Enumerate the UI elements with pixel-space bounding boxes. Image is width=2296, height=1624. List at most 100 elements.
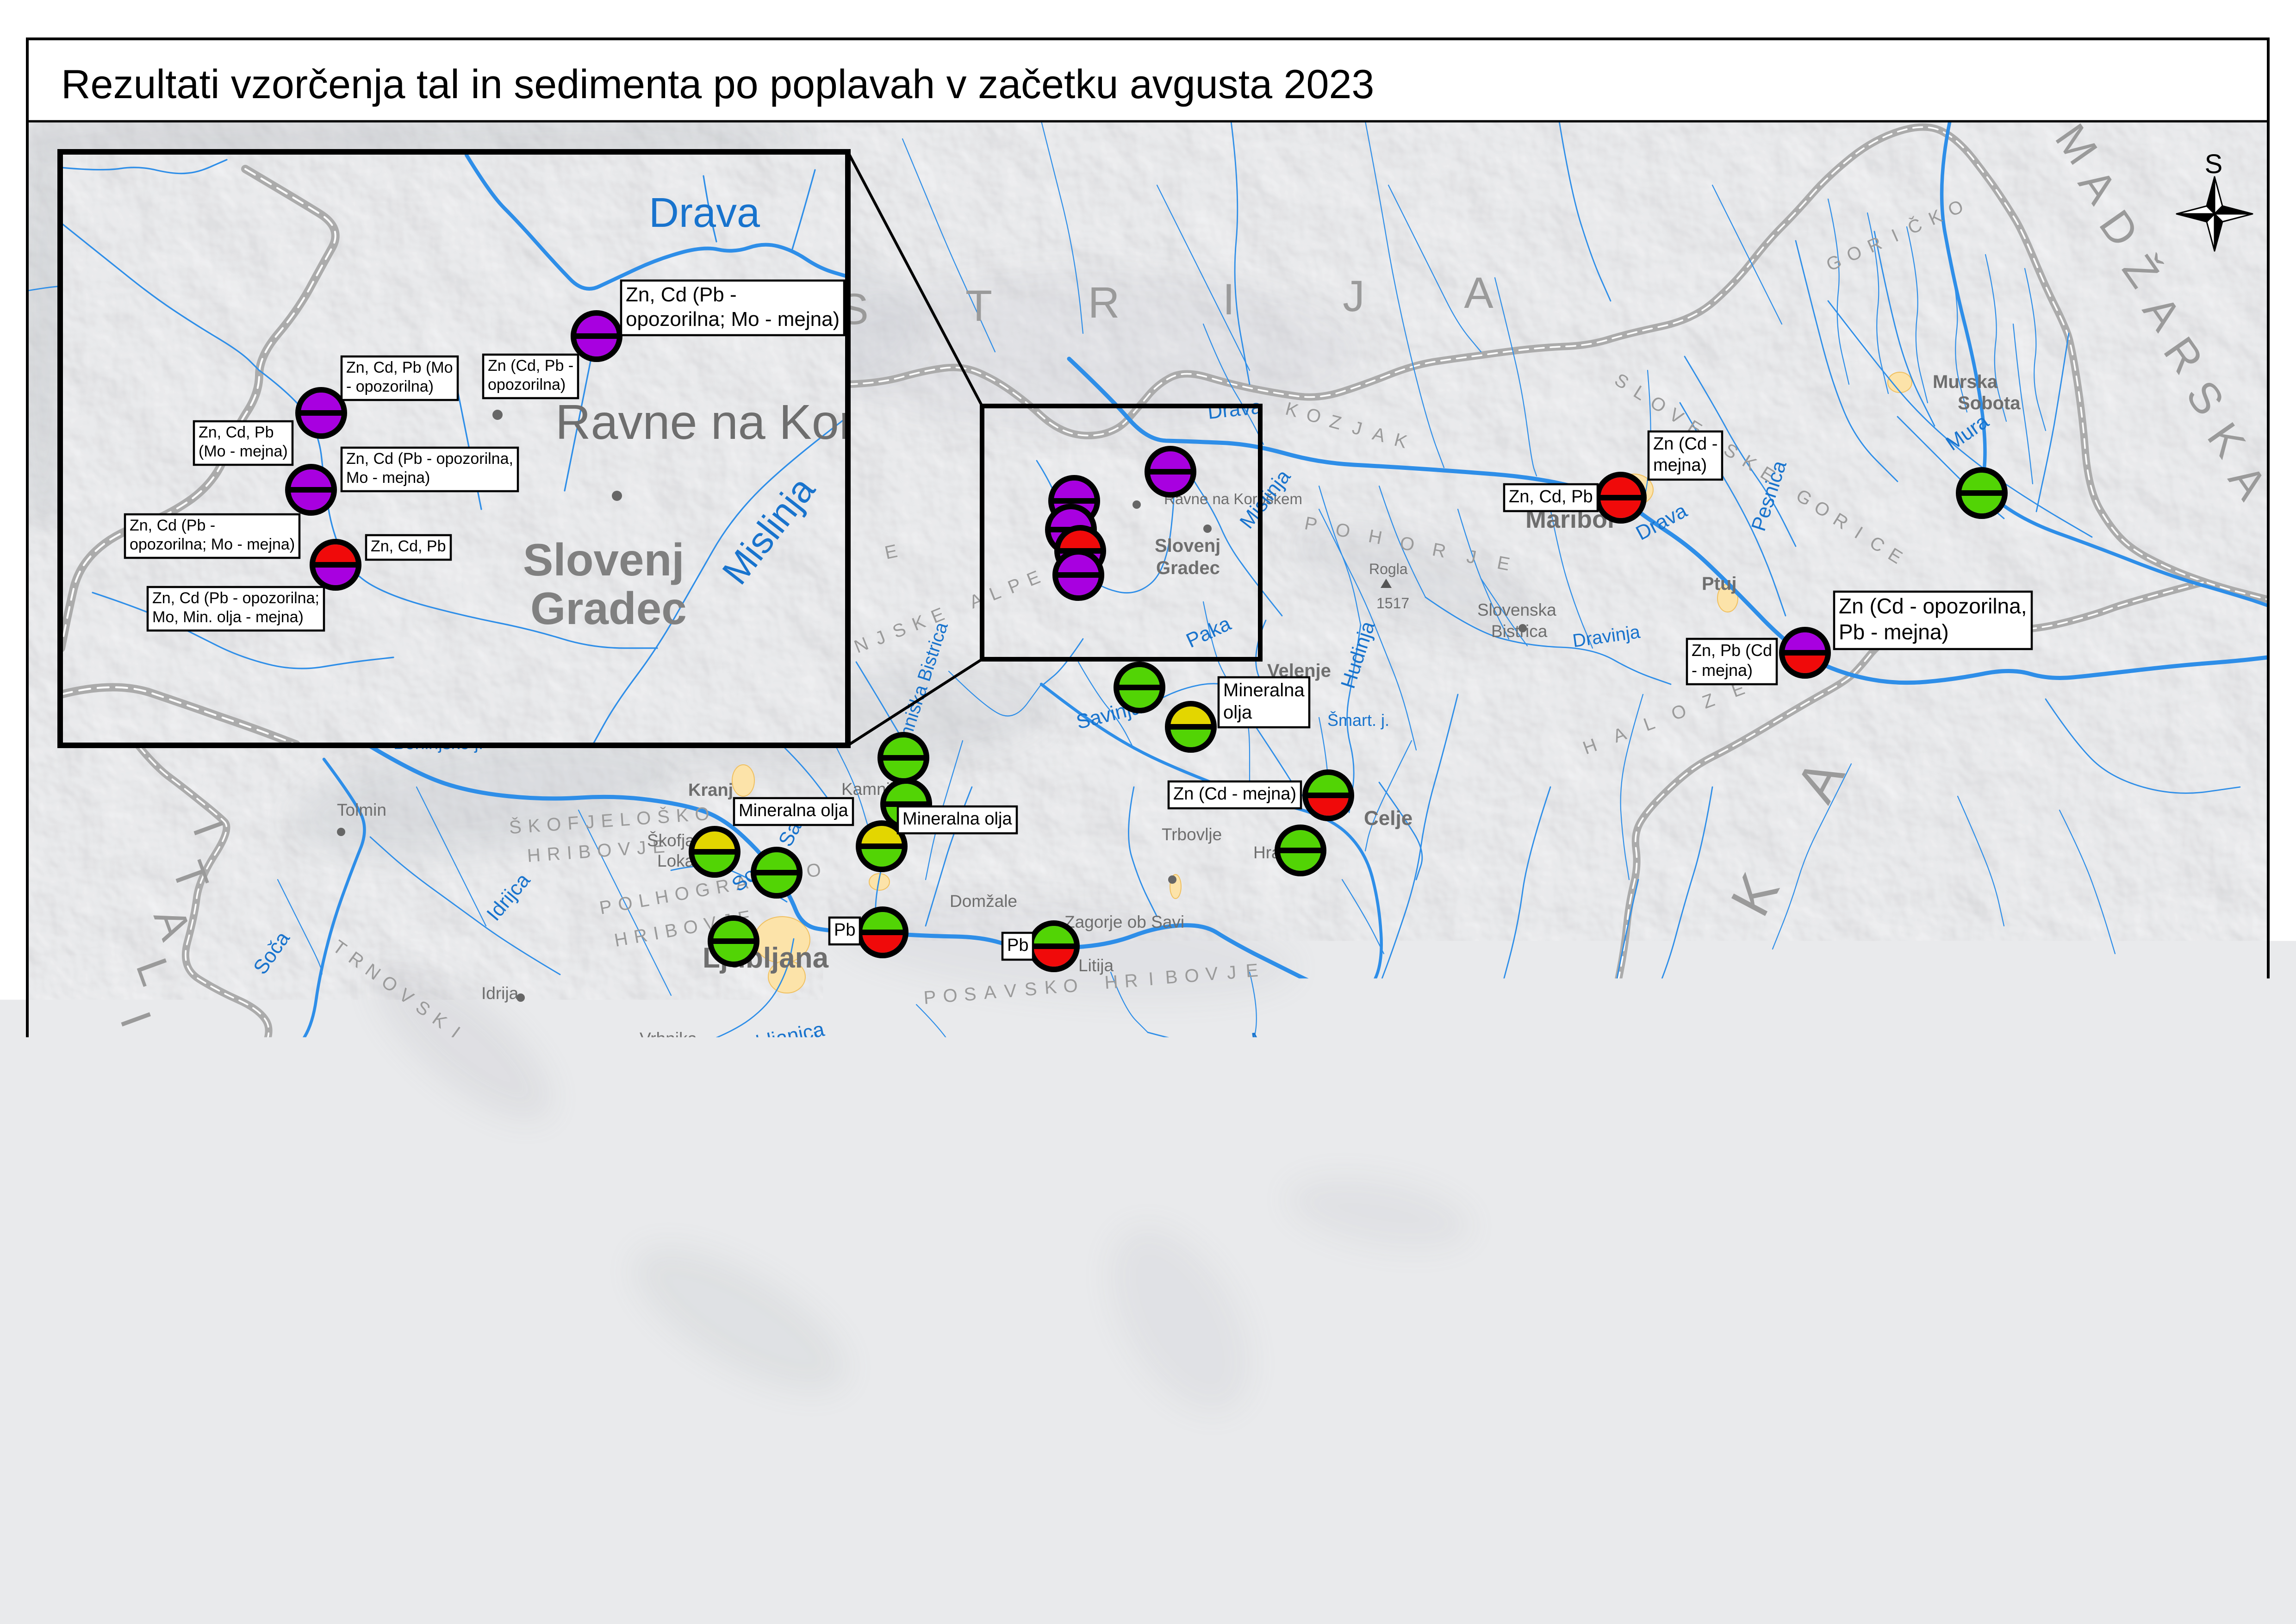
svg-text:Zn (Cd -: Zn (Cd - [1653,434,1717,454]
svg-text:Idrija: Idrija [481,984,519,1003]
svg-text:Mineralna olja: Mineralna olja [1610,1085,1719,1105]
svg-text:Pb: Pb [1007,936,1028,955]
svg-text:20: 20 [842,1534,869,1561]
svg-text:Tolmin: Tolmin [337,800,386,819]
svg-text:R: R [1088,278,1120,327]
svg-text:P: P [923,987,937,1008]
svg-text:Nova: Nova [296,1038,344,1060]
svg-text:Ilirska: Ilirska [609,1407,653,1426]
svg-text:Vrhnika: Vrhnika [640,1029,697,1048]
svg-text:Zn, Cd, Pb: Zn, Cd, Pb [199,424,274,441]
svg-text:opozorilna): opozorilna) [488,376,566,394]
svg-text:opozorilna; Mo - mejna): opozorilna; Mo - mejna) [130,536,295,553]
svg-text:Rogla: Rogla [1369,561,1408,577]
svg-text:Zn, Cd (Pb -: Zn, Cd (Pb - [626,283,737,306]
svg-text:Domžale: Domžale [950,892,1017,911]
svg-text:Mo, Min. olja - mejna): Mo, Min. olja - mejna) [152,608,304,626]
svg-text:Vir: ARSO. GURS: Vir: ARSO. GURS [1483,1546,1653,1570]
svg-text:olja: olja [1223,702,1252,723]
svg-text:5: 5 [722,1534,736,1561]
svg-text:N: N [1297,1461,1319,1477]
svg-text:Pirano: Pirano [196,1440,239,1457]
svg-text:vrednost in je manjša od KRITI: vrednost in je manjša od KRITIČNE vredno… [1552,1395,2009,1420]
svg-text:Pb - mejna): Pb - mejna) [1839,620,1949,644]
svg-text:Bistrica: Bistrica [601,1428,657,1447]
svg-text:Mineralna olja: Mineralna olja [1460,1135,1570,1154]
svg-text:Snežnik: Snežnik [803,1323,856,1339]
svg-text:I: I [1223,275,1235,324]
svg-text:Mineralna olja: Mineralna olja [739,801,848,820]
svg-text:vsebnost najmanj enega onesnaž: vsebnost najmanj enega onesnaževala pres… [1552,1368,2190,1393]
svg-text:A: A [489,1568,502,1590]
svg-text:Kočevje: Kočevje [1133,1276,1194,1295]
svg-text:Leto: 2023: Leto: 2023 [1483,1571,1584,1595]
svg-text:E: E [1245,960,1259,981]
svg-text:mejna): mejna) [1653,456,1707,475]
svg-text:Koper: Koper [255,1378,324,1405]
svg-text:Zn (Cd - opozorilna,: Zn (Cd - opozorilna, [1839,594,2027,618]
svg-text:mesto: mesto [1195,1176,1255,1199]
svg-text:Zn, Cd, Pb (Mo: Zn, Cd, Pb (Mo [346,359,453,376]
svg-text:Škofja: Škofja [647,831,695,850]
svg-text:Mo - mejna): Mo - mejna) [346,469,430,487]
svg-text:R: R [1306,1397,1328,1413]
svg-text:Gorica: Gorica [292,1069,354,1091]
svg-text:Šmart. j.: Šmart. j. [1327,711,1389,730]
svg-text:S: S [1024,979,1038,1000]
svg-text:I: I [247,1556,253,1578]
svg-text:1517: 1517 [1376,595,1409,612]
svg-text:Bistrica: Bistrica [1491,622,1548,641]
svg-text:R: R [427,1565,441,1587]
svg-text:Krško: Krško [1494,1028,1537,1047]
svg-text:vzorčno mesto (zgornji del - s: vzorčno mesto (zgornji del - sediment, s… [1552,1481,2102,1506]
svg-text:(Mo - mejna): (Mo - mejna) [199,443,288,460]
svg-text:Črnomelj: Črnomelj [1220,1386,1288,1405]
svg-text:vsebnost najmanj enega onesnaž: vsebnost najmanj enega onesnaževala je n… [1552,1302,2098,1327]
svg-text:O: O [1063,975,1078,997]
svg-text:opozorilna; Mo - mejna): opozorilna; Mo - mejna) [626,308,840,331]
svg-text:Zn, Cd (Pb - opozorilna,: Zn, Cd (Pb - opozorilna, [346,450,513,468]
svg-text:V: V [1003,981,1017,1002]
svg-text:B: B [1164,967,1178,988]
svg-text:R: R [1124,970,1139,992]
svg-text:Gradec: Gradec [1156,558,1220,578]
svg-text:1796: 1796 [840,1348,873,1364]
svg-text:j.: j. [715,1242,723,1261]
svg-text:K: K [1044,977,1058,998]
svg-text:- opozorilna): - opozorilna) [346,378,434,395]
svg-text:Slovenska: Slovenska [1477,600,1556,619]
svg-text:Zn (Cd, Pb -: Zn (Cd, Pb - [488,357,573,375]
svg-text:T: T [367,1562,379,1584]
svg-text:Piran: Piran [194,1420,234,1439]
svg-text:A: A [983,982,997,1003]
svg-text:Rezultati vzorčenja tal in sed: Rezultati vzorčenja tal in sedimenta po … [61,61,1374,107]
svg-text:S: S [2205,149,2223,179]
svg-text:km: km [1032,1556,1064,1583]
svg-text:vsebnost najmanj enega onesnaž: vsebnost najmanj enega onesnaževala pres… [1552,1434,2241,1459]
svg-text:O: O [1184,965,1200,987]
svg-text:vrednostjo in še pod OPOZORILN: vrednostjo in še pod OPOZORILNO vrednost… [1552,1329,2024,1354]
svg-text:- mejna): - mejna) [1692,661,1753,680]
svg-text:Gradec: Gradec [530,583,687,634]
svg-text:Zn, Cd, Pb: Zn, Cd, Pb [371,537,446,555]
svg-text:Murska: Murska [1933,372,1998,392]
svg-text:vsebnost vseh onesnaževal je p: vsebnost vseh onesnaževal je pod MEJNO v… [1552,1256,2096,1281]
svg-text:T: T [965,281,992,331]
svg-text:Sobota: Sobota [1958,393,2021,413]
svg-text:O: O [942,985,958,1006]
svg-text:30: 30 [926,1534,953,1561]
svg-text:Zn, Cd (Pb - opozorilna;: Zn, Cd (Pb - opozorilna; [152,589,319,607]
svg-text:J: J [1343,272,1365,321]
svg-text:Zn, Cd, Pb: Zn, Cd, Pb [1509,487,1593,506]
svg-text:Tržaški zaliv: Tržaški zaliv [119,1339,241,1364]
svg-text:Zagorje ob Savi: Zagorje ob Savi [1064,912,1184,931]
svg-text:0: 0 [681,1534,695,1561]
svg-text:Ajdovščina: Ajdovščina [422,1084,505,1103]
svg-text:S: S [305,1559,317,1581]
svg-text:Slovenj: Slovenj [1155,536,1220,556]
svg-text:V: V [1205,963,1219,985]
svg-text:Trbovlje: Trbovlje [1162,825,1222,844]
svg-text:10: 10 [758,1534,784,1561]
svg-text:Mineralna olja: Mineralna olja [902,809,1012,829]
svg-text:Zn, Pb (Cd: Zn, Pb (Cd [1692,641,1772,660]
